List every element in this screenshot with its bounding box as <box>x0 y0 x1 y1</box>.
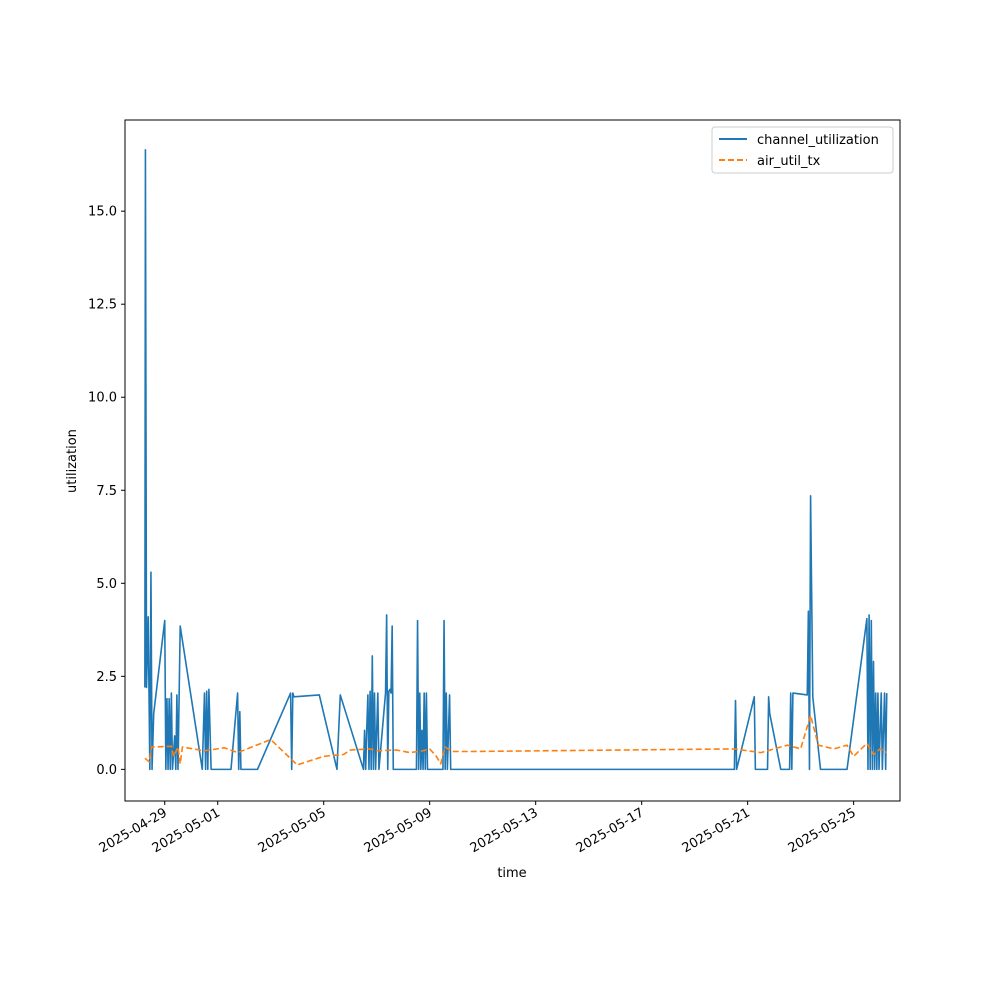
y-axis: 0.0 2.5 5.0 7.5 10.0 12.5 15.0 <box>88 205 125 778</box>
y-tick-label: 15.0 <box>88 205 117 220</box>
y-tick-label: 2.5 <box>96 670 117 685</box>
x-tick-label: 2025-05-13 <box>468 805 541 856</box>
y-tick-label: 0.0 <box>96 763 117 778</box>
y-axis-label: utilization <box>65 429 80 493</box>
series-line-air-util-tx <box>144 714 888 766</box>
y-tick-label: 7.5 <box>96 484 117 499</box>
x-axis-label: time <box>497 866 526 881</box>
x-tick-label: 2025-05-21 <box>680 805 753 856</box>
plot-frame <box>124 119 901 802</box>
x-tick-label: 2025-05-25 <box>786 805 859 856</box>
x-tick-label: 2025-05-09 <box>362 805 435 856</box>
legend-label-air-util-tx: air_util_tx <box>757 154 821 169</box>
x-tick-label: 2025-05-05 <box>256 805 329 856</box>
y-tick-label: 10.0 <box>88 391 117 406</box>
legend-box <box>711 126 894 174</box>
series-line-channel-utilization <box>144 148 888 771</box>
x-tick-label: 2025-05-17 <box>574 805 647 856</box>
legend-label-channel-utilization: channel_utilization <box>757 133 879 148</box>
y-tick-label: 5.0 <box>96 577 117 592</box>
series-layer <box>144 148 888 771</box>
y-tick-label: 12.5 <box>88 298 117 313</box>
legend: channel_utilization air_util_tx <box>711 126 894 174</box>
